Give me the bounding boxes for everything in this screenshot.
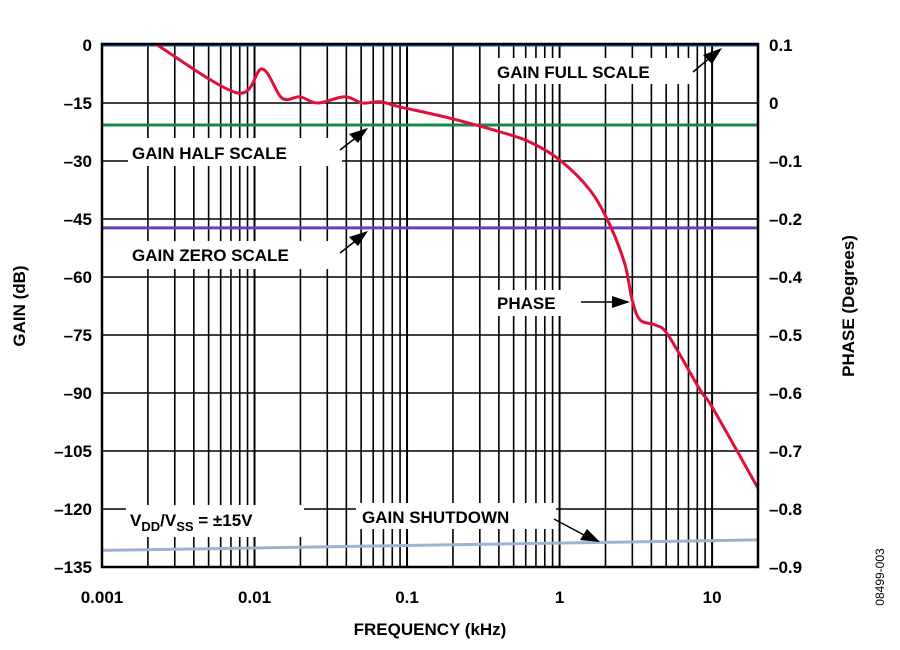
y-tick-label: 0 [83,36,92,55]
y-tick-label: –90 [64,384,92,403]
grid-major [102,44,758,568]
x-tick-label: 0.01 [238,588,271,607]
arrow-gain-shutdown [553,518,600,542]
arrow-zero-scale [339,231,368,254]
y2-tick-label: –0.4 [769,268,803,287]
series-phase [156,43,760,489]
y2-tick-label: –0.6 [769,384,802,403]
y2-tick-label: 0.1 [769,36,793,55]
y-tick-label: –60 [64,268,92,287]
full-scale-label-bg [490,58,696,84]
y2-tick-label: –0.5 [769,326,802,345]
annotation-phase: PHASE [497,294,556,313]
annotations: GAIN FULL SCALE GAIN HALF SCALE GAIN ZER… [130,48,722,542]
phase-label-bg [492,290,576,316]
condition-slash-v: /V [160,511,177,530]
annotation-gain-shutdown: GAIN SHUTDOWN [362,508,509,527]
y-tick-label: –15 [64,94,92,113]
annotation-gain-zero-scale: GAIN ZERO SCALE [132,246,289,265]
y-tick-label: –30 [64,152,92,171]
y2-tick-label: –0.9 [769,558,802,577]
y2-tick-labels: 0.1 0 –0.1 –0.2 –0.4 –0.5 –0.6 –0.7 –0.8 –0.9 [769,36,803,577]
condition-sub-ss: SS [176,519,194,534]
grid-minor [101,45,759,567]
y-tick-label: –105 [54,442,92,461]
half-scale-label-bg [128,138,342,166]
y-tick-label: –45 [64,210,92,229]
y2-tick-label: –0.2 [769,210,802,229]
arrow-half-scale [339,128,368,151]
series-layer [101,43,760,552]
x-tick-label: 10 [703,588,722,607]
supply-condition-label: VDD/VSS = ±15V [130,511,253,534]
x-tick-label: 1 [555,588,564,607]
y2-tick-label: –0.1 [769,152,802,171]
x-tick-labels: 0.001 0.01 0.1 1 10 [81,588,722,607]
y2-axis-title: PHASE (Degrees) [839,235,858,377]
plot-frame [100,42,760,569]
annotation-gain-half-scale: GAIN HALF SCALE [132,144,287,163]
y-tick-label: –135 [54,558,92,577]
y-tick-label: –120 [54,500,92,519]
annotation-gain-full-scale: GAIN FULL SCALE [497,63,650,82]
y2-tick-label: –0.7 [769,442,802,461]
figure-id: 08499-003 [873,548,887,606]
condition-label-bg [126,505,304,537]
arrow-full-scale [692,48,722,73]
x-tick-label: 0.001 [81,588,124,607]
shutdown-label-bg [356,503,556,529]
label-backgrounds [126,58,696,537]
condition-sub-dd: DD [141,519,160,534]
zero-scale-label-bg [128,241,342,269]
y2-tick-label: 0 [769,94,778,113]
y2-tick-label: –0.8 [769,500,802,519]
series-gain-shutdown [101,538,759,552]
x-tick-label: 0.1 [395,588,419,607]
condition-rest: = ±15V [194,511,254,530]
y-tick-label: –75 [64,326,92,345]
arrow-phase [581,296,630,308]
y-tick-labels: 0 –15 –30 –45 –60 –75 –90 –105 –120 –135 [54,36,92,577]
x-axis-title: FREQUENCY (kHz) [354,620,507,639]
condition-v1: V [130,511,142,530]
y-axis-title: GAIN (dB) [10,265,29,346]
